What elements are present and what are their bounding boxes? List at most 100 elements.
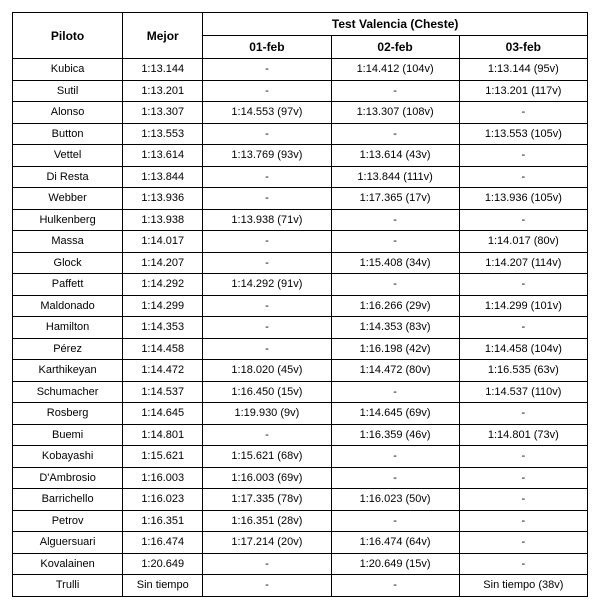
- col-header-date-2: 02-feb: [331, 36, 459, 59]
- cell-mejor: 1:13.553: [123, 123, 203, 145]
- cell-date-1: 1:13.938 (71v): [203, 209, 331, 231]
- table-row: Alguersuari1:16.4741:17.214 (20v)1:16.47…: [13, 532, 588, 554]
- cell-mejor: 1:14.472: [123, 360, 203, 382]
- table-row: Vettel1:13.6141:13.769 (93v)1:13.614 (43…: [13, 145, 588, 167]
- cell-date-3: 1:13.144 (95v): [459, 59, 587, 81]
- cell-date-1: 1:13.769 (93v): [203, 145, 331, 167]
- cell-piloto: Vettel: [13, 145, 123, 167]
- cell-date-2: 1:14.472 (80v): [331, 360, 459, 382]
- cell-mejor: 1:13.307: [123, 102, 203, 124]
- cell-date-2: 1:16.474 (64v): [331, 532, 459, 554]
- cell-date-2: 1:17.365 (17v): [331, 188, 459, 210]
- cell-date-2: 1:14.412 (104v): [331, 59, 459, 81]
- cell-mejor: 1:16.351: [123, 510, 203, 532]
- cell-date-1: 1:16.351 (28v): [203, 510, 331, 532]
- table-row: Karthikeyan1:14.4721:18.020 (45v)1:14.47…: [13, 360, 588, 382]
- cell-date-2: 1:15.408 (34v): [331, 252, 459, 274]
- cell-date-1: -: [203, 59, 331, 81]
- table-row: Barrichello1:16.0231:17.335 (78v)1:16.02…: [13, 489, 588, 511]
- col-header-group: Test Valencia (Cheste): [203, 13, 588, 36]
- table-row: Hulkenberg1:13.9381:13.938 (71v)--: [13, 209, 588, 231]
- table-row: Maldonado1:14.299-1:16.266 (29v)1:14.299…: [13, 295, 588, 317]
- cell-mejor: 1:14.207: [123, 252, 203, 274]
- cell-piloto: Petrov: [13, 510, 123, 532]
- cell-piloto: Schumacher: [13, 381, 123, 403]
- cell-date-3: 1:14.017 (80v): [459, 231, 587, 253]
- cell-date-3: 1:14.207 (114v): [459, 252, 587, 274]
- cell-date-2: -: [331, 231, 459, 253]
- cell-date-1: -: [203, 166, 331, 188]
- cell-piloto: Kovalainen: [13, 553, 123, 575]
- cell-date-1: -: [203, 188, 331, 210]
- table-row: Massa1:14.017--1:14.017 (80v): [13, 231, 588, 253]
- cell-piloto: Barrichello: [13, 489, 123, 511]
- cell-piloto: Massa: [13, 231, 123, 253]
- cell-date-3: -: [459, 102, 587, 124]
- cell-date-2: 1:14.645 (69v): [331, 403, 459, 425]
- cell-date-1: -: [203, 317, 331, 339]
- cell-date-2: -: [331, 575, 459, 597]
- cell-piloto: Karthikeyan: [13, 360, 123, 382]
- cell-mejor: 1:13.144: [123, 59, 203, 81]
- table-row: Glock1:14.207-1:15.408 (34v)1:14.207 (11…: [13, 252, 588, 274]
- cell-piloto: Glock: [13, 252, 123, 274]
- cell-date-3: 1:14.458 (104v): [459, 338, 587, 360]
- cell-date-2: 1:16.359 (46v): [331, 424, 459, 446]
- cell-date-3: -: [459, 274, 587, 296]
- cell-date-1: -: [203, 295, 331, 317]
- table-row: Sutil1:13.201--1:13.201 (117v): [13, 80, 588, 102]
- cell-mejor: 1:16.003: [123, 467, 203, 489]
- cell-mejor: 1:14.299: [123, 295, 203, 317]
- cell-piloto: Di Resta: [13, 166, 123, 188]
- cell-date-3: 1:13.936 (105v): [459, 188, 587, 210]
- table-row: TrulliSin tiempo--Sin tiempo (38v): [13, 575, 588, 597]
- cell-piloto: Webber: [13, 188, 123, 210]
- cell-piloto: Kobayashi: [13, 446, 123, 468]
- cell-piloto: Alonso: [13, 102, 123, 124]
- cell-date-1: 1:17.214 (20v): [203, 532, 331, 554]
- table-row: Hamilton1:14.353-1:14.353 (83v)-: [13, 317, 588, 339]
- cell-piloto: Rosberg: [13, 403, 123, 425]
- cell-mejor: 1:14.353: [123, 317, 203, 339]
- cell-mejor: 1:14.801: [123, 424, 203, 446]
- table-row: Rosberg1:14.6451:19.930 (9v)1:14.645 (69…: [13, 403, 588, 425]
- cell-date-2: 1:13.307 (108v): [331, 102, 459, 124]
- cell-date-1: 1:16.003 (69v): [203, 467, 331, 489]
- table-row: Di Resta1:13.844-1:13.844 (111v)-: [13, 166, 588, 188]
- cell-date-1: -: [203, 575, 331, 597]
- cell-date-2: -: [331, 80, 459, 102]
- cell-piloto: Sutil: [13, 80, 123, 102]
- cell-piloto: D'Ambrosio: [13, 467, 123, 489]
- table-row: Buemi1:14.801-1:16.359 (46v)1:14.801 (73…: [13, 424, 588, 446]
- cell-date-2: 1:20.649 (15v): [331, 553, 459, 575]
- cell-piloto: Maldonado: [13, 295, 123, 317]
- cell-piloto: Paffett: [13, 274, 123, 296]
- cell-date-2: -: [331, 467, 459, 489]
- cell-mejor: Sin tiempo: [123, 575, 203, 597]
- table-row: D'Ambrosio1:16.0031:16.003 (69v)--: [13, 467, 588, 489]
- cell-date-1: -: [203, 553, 331, 575]
- cell-date-2: -: [331, 510, 459, 532]
- cell-date-3: 1:16.535 (63v): [459, 360, 587, 382]
- cell-date-2: 1:16.198 (42v): [331, 338, 459, 360]
- cell-mejor: 1:13.201: [123, 80, 203, 102]
- cell-mejor: 1:14.645: [123, 403, 203, 425]
- cell-date-2: -: [331, 209, 459, 231]
- cell-piloto: Buemi: [13, 424, 123, 446]
- cell-mejor: 1:14.537: [123, 381, 203, 403]
- cell-piloto: Button: [13, 123, 123, 145]
- cell-mejor: 1:13.938: [123, 209, 203, 231]
- cell-date-1: 1:15.621 (68v): [203, 446, 331, 468]
- cell-mejor: 1:14.458: [123, 338, 203, 360]
- cell-date-3: -: [459, 467, 587, 489]
- col-header-mejor: Mejor: [123, 13, 203, 59]
- cell-date-3: Sin tiempo (38v): [459, 575, 587, 597]
- cell-date-2: -: [331, 274, 459, 296]
- cell-date-2: -: [331, 446, 459, 468]
- cell-mejor: 1:13.844: [123, 166, 203, 188]
- cell-date-1: -: [203, 123, 331, 145]
- cell-mejor: 1:16.474: [123, 532, 203, 554]
- cell-date-1: 1:19.930 (9v): [203, 403, 331, 425]
- cell-date-2: -: [331, 123, 459, 145]
- cell-mejor: 1:15.621: [123, 446, 203, 468]
